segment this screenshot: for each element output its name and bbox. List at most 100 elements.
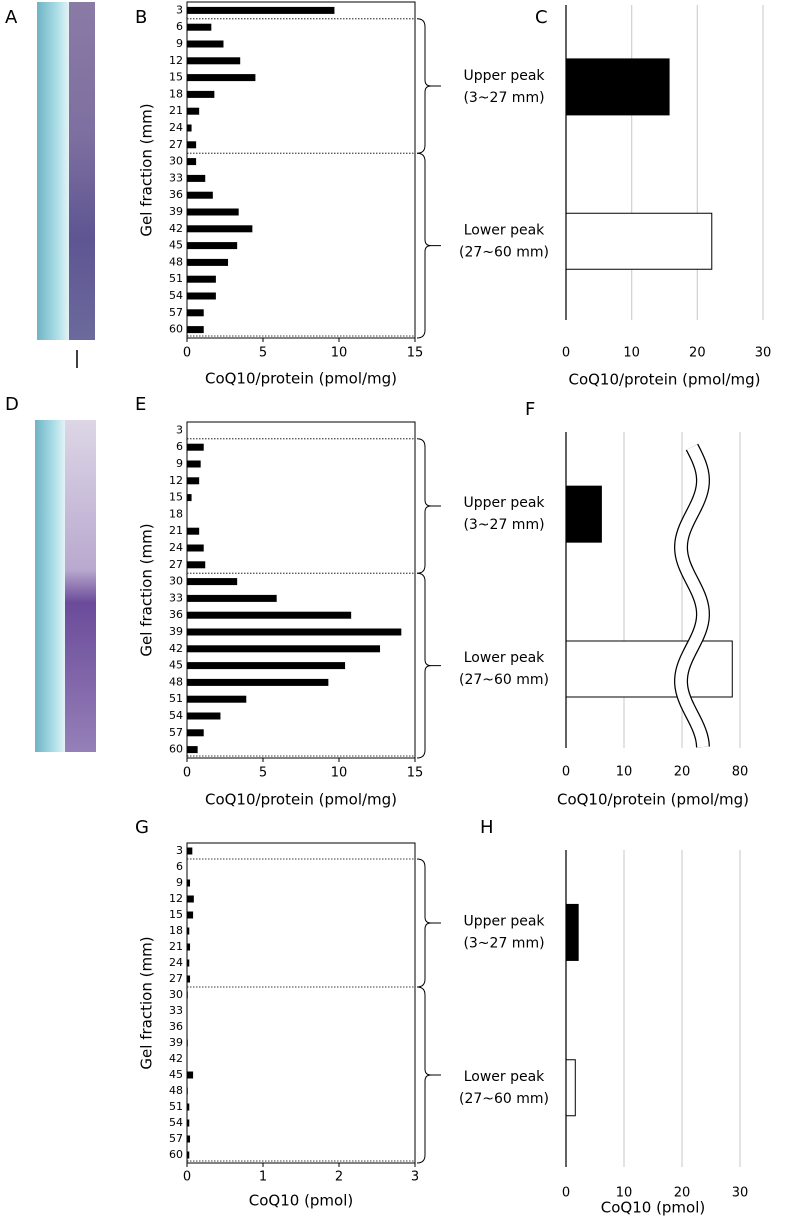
y-tick-label: 6 — [176, 860, 183, 873]
bar — [565, 903, 579, 961]
bar — [187, 6, 335, 14]
bar — [187, 1039, 188, 1047]
bar — [187, 746, 198, 754]
bar — [187, 1135, 191, 1143]
bar — [187, 695, 247, 703]
y-axis-title: Gel fraction (mm) — [138, 936, 156, 1069]
bar — [187, 158, 197, 166]
bar — [565, 485, 602, 543]
x-tick-label: 30 — [732, 1186, 749, 1201]
y-tick-label: 3 — [176, 3, 183, 16]
y-tick-label: 39 — [169, 205, 183, 218]
y-tick-label: Lower peak — [464, 650, 545, 666]
y-tick-label: 3 — [176, 844, 183, 857]
y-tick-label: (3~27 mm) — [463, 90, 544, 106]
y-axis-title: Gel fraction (mm) — [138, 103, 156, 236]
bracket — [416, 18, 441, 154]
bar — [187, 662, 346, 670]
y-tick-label: 48 — [169, 255, 183, 268]
bar — [187, 309, 204, 317]
bar — [187, 124, 192, 132]
y-tick-label: 42 — [169, 1052, 183, 1065]
bar — [187, 1087, 188, 1095]
y-tick-label: 36 — [169, 1020, 183, 1033]
x-tick-label: 80 — [732, 765, 749, 780]
x-tick-label: 20 — [689, 346, 706, 361]
x-tick-label: 10 — [331, 766, 348, 781]
y-tick-label: 6 — [176, 20, 183, 33]
bracket — [416, 438, 441, 574]
bar — [187, 911, 194, 919]
x-axis-title: CoQ10/protein (pmol/mg) — [568, 371, 760, 389]
bar — [187, 895, 194, 903]
x-tick-label: 1 — [259, 1170, 267, 1185]
bracket — [416, 572, 441, 759]
x-tick-label: 10 — [623, 346, 640, 361]
y-axis-title: Gel fraction (mm) — [138, 523, 156, 656]
bracket — [416, 858, 441, 988]
y-tick-label: 12 — [169, 474, 183, 487]
y-tick-label: 15 — [169, 491, 183, 504]
bar — [187, 477, 200, 485]
panel-letter: A — [5, 7, 18, 28]
y-tick-label: 57 — [169, 1132, 183, 1145]
bar — [187, 628, 402, 636]
y-tick-label: 18 — [169, 924, 183, 937]
bar — [187, 1119, 190, 1127]
x-tick-label: 0 — [183, 1170, 191, 1185]
bar — [187, 943, 191, 951]
bar — [187, 141, 197, 149]
bar — [187, 1151, 190, 1159]
y-tick-label: 33 — [169, 591, 183, 604]
x-axis-title: CoQ10 (pmol) — [249, 1192, 354, 1210]
bar — [187, 611, 352, 619]
y-tick-label: 42 — [169, 642, 183, 655]
x-tick-label: 2 — [335, 1170, 343, 1185]
x-axis-title: CoQ10 (pmol) — [601, 1199, 706, 1216]
x-tick-label: 0 — [562, 765, 570, 780]
bar — [187, 712, 221, 720]
bar — [187, 1071, 194, 1079]
bar — [187, 594, 277, 602]
x-tick-label: 20 — [674, 1186, 691, 1201]
bar — [187, 578, 238, 586]
y-tick-label: 36 — [169, 608, 183, 621]
y-tick-label: 54 — [169, 289, 183, 302]
plot-frame — [186, 1, 416, 339]
bar — [187, 645, 381, 653]
gel-image-a — [37, 2, 95, 368]
y-tick-label: 42 — [169, 222, 183, 235]
bar — [187, 57, 241, 65]
y-tick-label: 18 — [169, 507, 183, 520]
y-tick-label: 45 — [169, 659, 183, 672]
y-tick-label: 48 — [169, 675, 183, 688]
y-tick-label: 54 — [169, 1116, 183, 1129]
bar — [565, 212, 713, 270]
y-tick-label: 27 — [169, 558, 183, 571]
bar — [187, 74, 256, 82]
x-tick-label: 0 — [562, 346, 570, 361]
y-tick-label: 6 — [176, 440, 183, 453]
y-tick-label: Upper peak — [463, 495, 545, 511]
y-tick-label: 45 — [169, 1068, 183, 1081]
x-tick-label: 15 — [407, 766, 424, 781]
x-axis-title: CoQ10/protein (pmol/mg) — [557, 791, 749, 809]
bar — [187, 258, 229, 266]
y-tick-label: (3~27 mm) — [463, 935, 544, 951]
y-tick-label: 51 — [169, 272, 183, 285]
y-tick-label: Lower peak — [464, 1069, 545, 1085]
y-tick-label: 57 — [169, 726, 183, 739]
bar — [187, 527, 200, 535]
bar — [187, 90, 215, 98]
bar — [187, 191, 213, 199]
x-tick-label: 5 — [259, 346, 267, 361]
plot-frame — [186, 421, 416, 759]
y-tick-label: 9 — [176, 876, 183, 889]
x-tick-label: 3 — [411, 1170, 419, 1185]
y-tick-label: 48 — [169, 1084, 183, 1097]
bar — [565, 640, 733, 698]
y-tick-label: 15 — [169, 908, 183, 921]
y-tick-label: 9 — [176, 37, 183, 50]
x-tick-label: 0 — [562, 1186, 570, 1201]
